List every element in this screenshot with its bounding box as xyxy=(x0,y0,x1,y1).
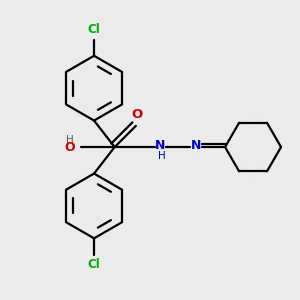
Text: Cl: Cl xyxy=(88,258,100,271)
Text: Cl: Cl xyxy=(88,23,100,36)
Text: H: H xyxy=(158,152,165,161)
Text: N: N xyxy=(155,139,166,152)
Text: N: N xyxy=(190,139,201,152)
Text: H: H xyxy=(66,135,74,145)
Text: O: O xyxy=(132,108,143,122)
Text: O: O xyxy=(64,141,75,154)
